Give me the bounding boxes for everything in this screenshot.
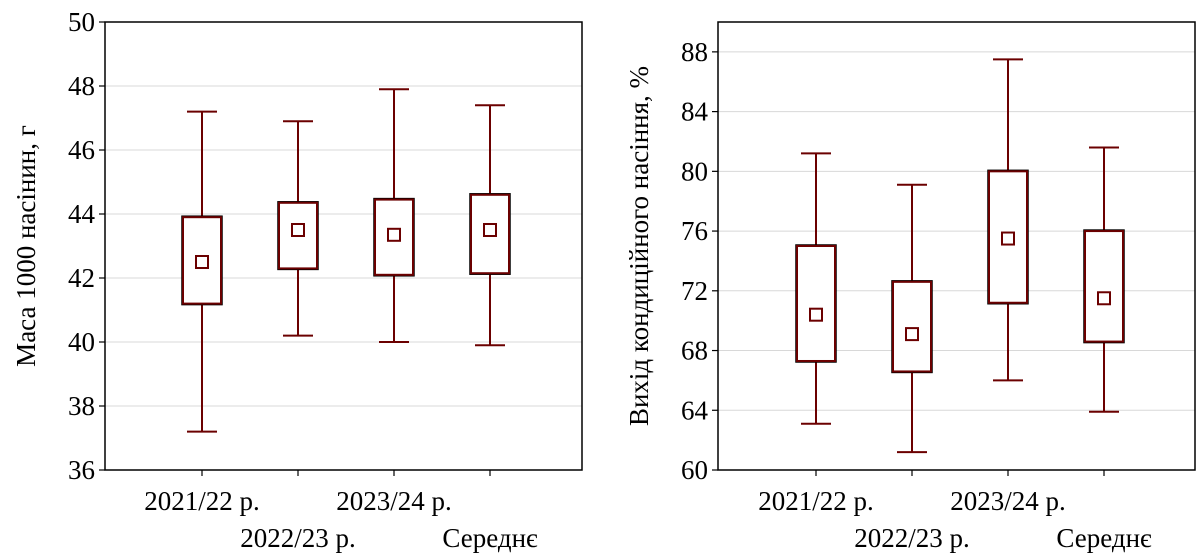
box-plot [277, 120, 319, 337]
x-tick-label: 2021/22 р. [758, 486, 874, 516]
box-plot [891, 183, 933, 454]
mean-marker [387, 227, 401, 242]
y-tick-label: 44 [68, 199, 96, 229]
plot-frame [104, 21, 583, 471]
y-tick-label: 46 [68, 135, 95, 165]
y-tick-label: 38 [68, 391, 95, 421]
x-tick-label: Середнє [442, 523, 538, 553]
y-tick-label: 68 [681, 336, 708, 366]
box-body [1084, 230, 1124, 343]
x-tick-label: 2022/23 р. [240, 523, 356, 553]
mean-marker [291, 223, 305, 237]
box-plot [373, 88, 415, 343]
y-tick-label: 72 [681, 276, 708, 306]
y-tick-label: 76 [681, 216, 708, 246]
box-plot [987, 58, 1029, 382]
y-axis-label: Вихід кондиційного насіння, % [624, 66, 654, 426]
box-body [796, 245, 836, 362]
box-plot [795, 152, 837, 425]
y-tick-label: 36 [68, 455, 95, 485]
y-tick-label: 80 [681, 156, 708, 186]
y-tick-label: 50 [68, 7, 95, 37]
x-tick-label: 2021/22 р. [144, 486, 260, 516]
mass-chart-panel: 36 38 40 42 44 46 48 50 2021/22 р. 2022/23 р. 2023… [11, 7, 583, 553]
box-plot [469, 104, 511, 347]
box-plot [1083, 146, 1125, 413]
mean-marker [809, 307, 823, 322]
mean-marker [1001, 231, 1015, 246]
x-tick-label: 2023/24 р. [336, 486, 452, 516]
y-tick-label: 48 [68, 71, 95, 101]
x-tick-label: 2023/24 р. [950, 486, 1066, 516]
plot-frame [717, 21, 1196, 471]
yield-chart-panel: 60 64 68 72 76 80 84 88 2021/22 р. 2022/23 р. 2023… [624, 21, 1196, 553]
x-tick-label: Середнє [1056, 523, 1152, 553]
y-tick-label: 84 [681, 97, 709, 127]
box-plot [181, 110, 223, 433]
mean-marker [905, 327, 919, 342]
box-body [892, 280, 932, 373]
y-tick-label: 64 [681, 395, 709, 425]
y-tick-label: 40 [68, 327, 95, 357]
mean-marker [483, 223, 497, 237]
mean-marker [195, 255, 209, 269]
mean-marker [1097, 291, 1111, 306]
y-tick-label: 60 [681, 455, 708, 485]
y-axis-label: Маса 1000 насінин, г [11, 125, 41, 367]
y-tick-label: 42 [68, 263, 95, 293]
x-tick-label: 2022/23 р. [854, 523, 970, 553]
y-tick-label: 88 [681, 37, 708, 67]
